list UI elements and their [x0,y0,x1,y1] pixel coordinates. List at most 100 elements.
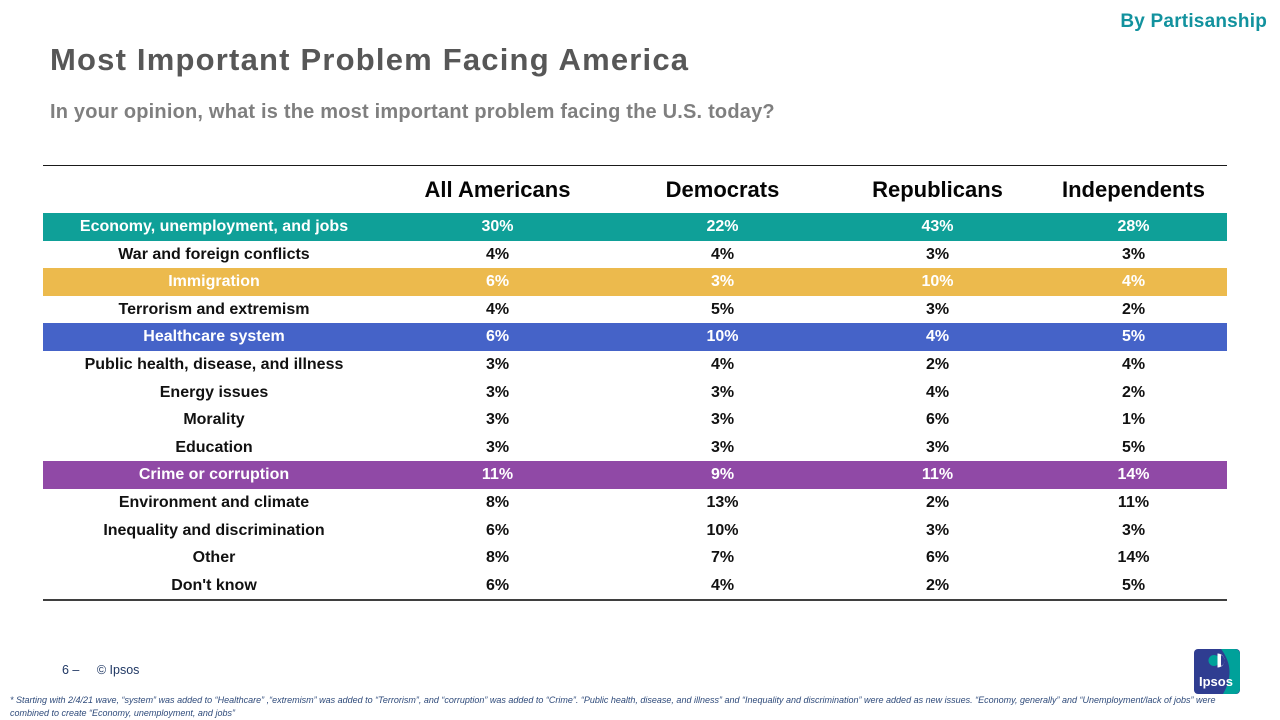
table-row-environment: Environment and climate 8% 13% 2% 11% [43,488,1227,517]
cell-value: 4% [710,576,735,594]
cell-value: 4% [1121,355,1146,373]
cell-value: 10% [706,328,739,346]
footnote-line-1: * Starting with 2/4/21 wave, “system” wa… [10,695,1216,705]
row-label: Economy, unemployment, and jobs [79,218,349,235]
cell-value: 3% [710,273,735,291]
cell-value: 14% [1117,466,1150,484]
cell-value: 8% [485,493,510,511]
row-label: Public health, disease, and illness [84,355,344,373]
row-label: War and foreign conflicts [118,245,310,263]
cell-value: 9% [710,466,735,484]
table-row-healthcare: Healthcare system 6% 10% 4% 5% [43,323,1227,351]
row-label: Environment and climate [118,493,310,511]
footnote: * Starting with 2/4/21 wave, “system” wa… [10,694,1270,720]
cell-value: 5% [710,300,735,318]
cell-value: 3% [485,383,510,401]
cell-value: 5% [1121,576,1146,594]
cell-value: 28% [1117,218,1150,235]
table-row-morality: Morality 3% 3% 6% 1% [43,406,1227,434]
table-row-education: Education 3% 3% 3% 5% [43,433,1227,462]
table-row-energy: Energy issues 3% 3% 4% 2% [43,378,1227,407]
row-label: Morality [183,411,245,429]
cell-value: 1% [1121,411,1146,429]
table-row-terrorism: Terrorism and extremism 4% 5% 3% 2% [43,295,1227,324]
cell-value: 11% [1117,493,1150,511]
cell-value: 43% [921,218,954,235]
cell-value: 22% [706,218,739,235]
cell-value: 6% [485,576,510,594]
table-row-dont-know: Don't know 6% 4% 2% 5% [43,571,1227,600]
copyright: © Ipsos [96,663,140,677]
cell-value: 4% [485,300,510,318]
cell-value: 14% [1117,549,1150,567]
cell-value: 6% [925,549,950,567]
column-header-republicans: Republicans [872,176,1003,202]
page-title: Most Important Problem Facing America [50,42,690,77]
cell-value: 2% [1121,383,1146,401]
cell-value: 3% [485,355,510,373]
cell-value: 4% [1121,273,1146,291]
cell-value: 3% [925,300,950,318]
cell-value: 10% [706,521,739,539]
table-row-inequality: Inequality and discrimination 6% 10% 3% … [43,516,1227,545]
row-label: Energy issues [159,383,269,401]
table-header-row: All Americans Democrats Republicans Inde… [43,166,1227,213]
row-label: Immigration [168,273,260,291]
cell-value: 6% [485,273,510,291]
cell-value: 4% [485,245,510,263]
cell-value: 4% [710,245,735,263]
cell-value: 10% [921,273,954,291]
row-label: Other [192,549,236,567]
row-label: Terrorism and extremism [118,300,310,318]
by-partisanship-label: By Partisanship [1120,11,1267,32]
cell-value: 6% [485,328,510,346]
cell-value: 11% [481,466,514,484]
cell-value: 6% [485,521,510,539]
table-row-other: Other 8% 7% 6% 14% [43,544,1227,572]
cell-value: 2% [925,493,950,511]
table-row-economy: Economy, unemployment, and jobs 30% 22% … [43,213,1227,241]
survey-question: In your opinion, what is the most import… [50,101,775,123]
page-footer: 6 – © Ipsos [62,663,139,677]
cell-value: 2% [925,576,950,594]
cell-value: 8% [485,549,510,567]
cell-value: 30% [481,218,514,235]
ipsos-logo: Ipsos [1194,649,1240,694]
cell-value: 3% [1121,245,1146,263]
footnote-line-2: combined to create “Economy, unemploymen… [10,708,235,718]
cell-value: 5% [1121,328,1146,346]
table-row-crime: Crime or corruption 11% 9% 11% 14% [43,461,1227,489]
row-label: Crime or corruption [138,466,290,484]
cell-value: 3% [485,411,510,429]
cell-value: 6% [925,411,950,429]
row-label: Don't know [171,576,257,594]
column-header-all-americans: All Americans [424,176,571,202]
cell-value: 4% [710,355,735,373]
cell-value: 2% [1121,300,1146,318]
ipsos-logo-text: Ipsos [1199,674,1233,689]
table-row-war: War and foreign conflicts 4% 4% 3% 3% [43,240,1227,269]
cell-value: 3% [925,245,950,263]
table-row-public-health: Public health, disease, and illness 3% 4… [43,350,1227,379]
cell-value: 4% [925,383,950,401]
cell-value: 7% [710,549,735,567]
row-label: Healthcare system [143,328,285,346]
cell-value: 5% [1121,438,1146,456]
table-row-immigration: Immigration 6% 3% 10% 4% [43,268,1227,296]
cell-value: 3% [710,411,735,429]
cell-value: 4% [925,328,950,346]
column-header-independents: Independents [1061,176,1205,202]
results-table: All Americans Democrats Republicans Inde… [43,165,1227,602]
cell-value: 3% [710,438,735,456]
row-label: Inequality and discrimination [103,521,325,539]
cell-value: 3% [925,521,950,539]
cell-value: 3% [1121,521,1146,539]
page-number: 6 – [62,663,80,677]
row-label: Education [175,438,253,456]
cell-value: 3% [485,438,510,456]
cell-value: 11% [921,466,954,484]
column-header-democrats: Democrats [665,176,780,202]
cell-value: 3% [925,438,950,456]
cell-value: 2% [925,355,950,373]
cell-value: 13% [706,493,739,511]
